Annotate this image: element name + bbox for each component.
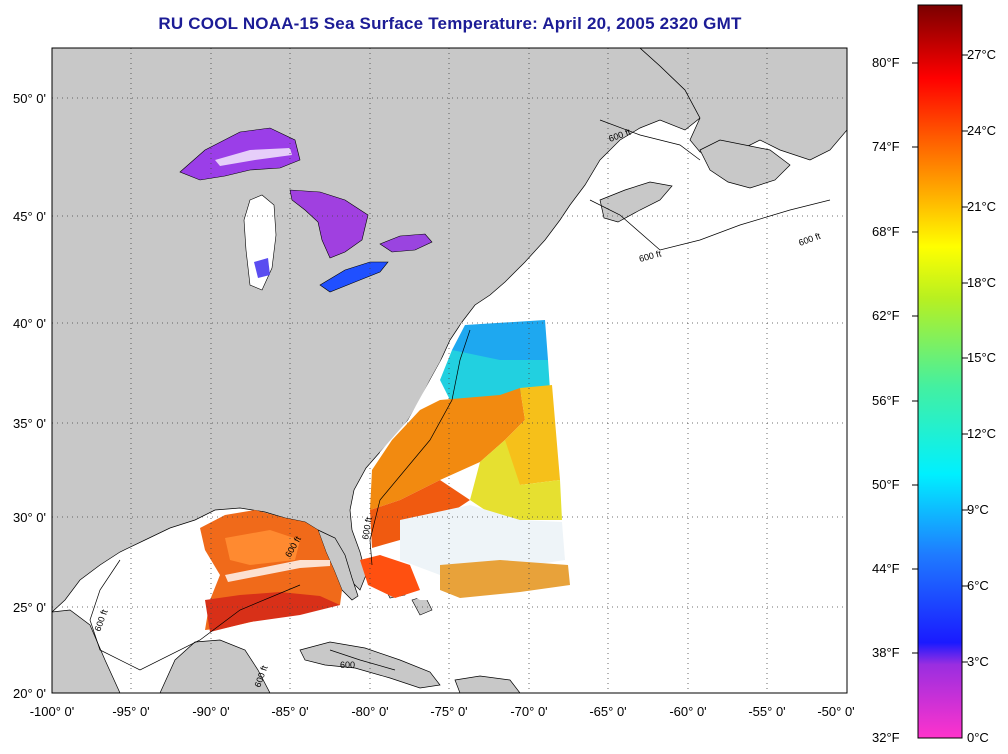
- colorbar-label-f: 32°F: [872, 730, 900, 745]
- colorbar-label-c: 15°C: [967, 350, 997, 365]
- colorbar-label-f: 74°F: [872, 139, 900, 154]
- land-mexico: [52, 609, 121, 693]
- lake-erie: [319, 261, 389, 293]
- lat-tick: 30° 0': [13, 510, 46, 525]
- lake-huron: [289, 189, 369, 259]
- contour-label: 600 ft: [360, 516, 374, 540]
- colorbar-label-c: 12°C: [967, 426, 997, 441]
- colorbar-label-c: 3°C: [967, 654, 989, 669]
- lon-tick: -85° 0': [271, 704, 308, 719]
- lat-tick: 25° 0': [13, 600, 46, 615]
- lon-tick: -70° 0': [510, 704, 547, 719]
- colorbar-label-c: 18°C: [967, 275, 997, 290]
- lat-tick: 35° 0': [13, 416, 46, 431]
- lat-tick: 40° 0': [13, 316, 46, 331]
- contour-label: 600: [340, 660, 355, 670]
- lat-tick: 20° 0': [13, 686, 46, 701]
- lon-tick: -80° 0': [351, 704, 388, 719]
- lat-axis-labels: 50° 0' 45° 0' 40° 0' 35° 0' 30° 0' 25° 0…: [13, 91, 46, 701]
- land-hispaniola: [454, 675, 521, 693]
- colorbar-label-f: 44°F: [872, 561, 900, 576]
- colorbar-label-f: 80°F: [872, 55, 900, 70]
- lake-ontario: [379, 233, 433, 253]
- lon-tick: -50° 0': [817, 704, 854, 719]
- colorbar: [917, 4, 963, 739]
- colorbar-label-c: 24°C: [967, 123, 997, 138]
- sst-swath-atlantic: [360, 320, 570, 600]
- lat-tick: 50° 0': [13, 91, 46, 106]
- colorbar-label-c: 27°C: [967, 47, 997, 62]
- lon-axis-labels: -100° 0' -95° 0' -90° 0' -85° 0' -80° 0'…: [30, 704, 855, 719]
- lon-tick: -60° 0': [669, 704, 706, 719]
- lat-tick: 45° 0': [13, 209, 46, 224]
- colorbar-label-f: 62°F: [872, 308, 900, 323]
- colorbar-label-f: 50°F: [872, 477, 900, 492]
- land-newfoundland: [699, 139, 791, 189]
- land-cuba: [299, 641, 441, 689]
- sst-swath-gulf: [200, 510, 342, 632]
- map-title: RU COOL NOAA-15 Sea Surface Temperature:…: [158, 14, 742, 33]
- colorbar-label-f: 68°F: [872, 224, 900, 239]
- land-nova-scotia: [599, 181, 673, 223]
- lon-tick: -100° 0': [30, 704, 75, 719]
- colorbar-ticks: [912, 54, 968, 663]
- lon-tick: -95° 0': [112, 704, 149, 719]
- colorbar-label-c: 0°C: [967, 730, 989, 745]
- lon-tick: -65° 0': [589, 704, 626, 719]
- colorbar-label-c: 21°C: [967, 199, 997, 214]
- colorbar-label-f: 38°F: [872, 645, 900, 660]
- colorbar-label-c: 9°C: [967, 502, 989, 517]
- colorbar-label-c: 6°C: [967, 578, 989, 593]
- lon-tick: -90° 0': [192, 704, 229, 719]
- lon-tick: -55° 0': [748, 704, 785, 719]
- plot-frame: [51, 47, 848, 694]
- colorbar-label-f: 56°F: [872, 393, 900, 408]
- great-lakes: [179, 127, 433, 293]
- depth-contours: [89, 119, 831, 671]
- land-yucatan: [159, 639, 271, 693]
- lon-tick: -75° 0': [430, 704, 467, 719]
